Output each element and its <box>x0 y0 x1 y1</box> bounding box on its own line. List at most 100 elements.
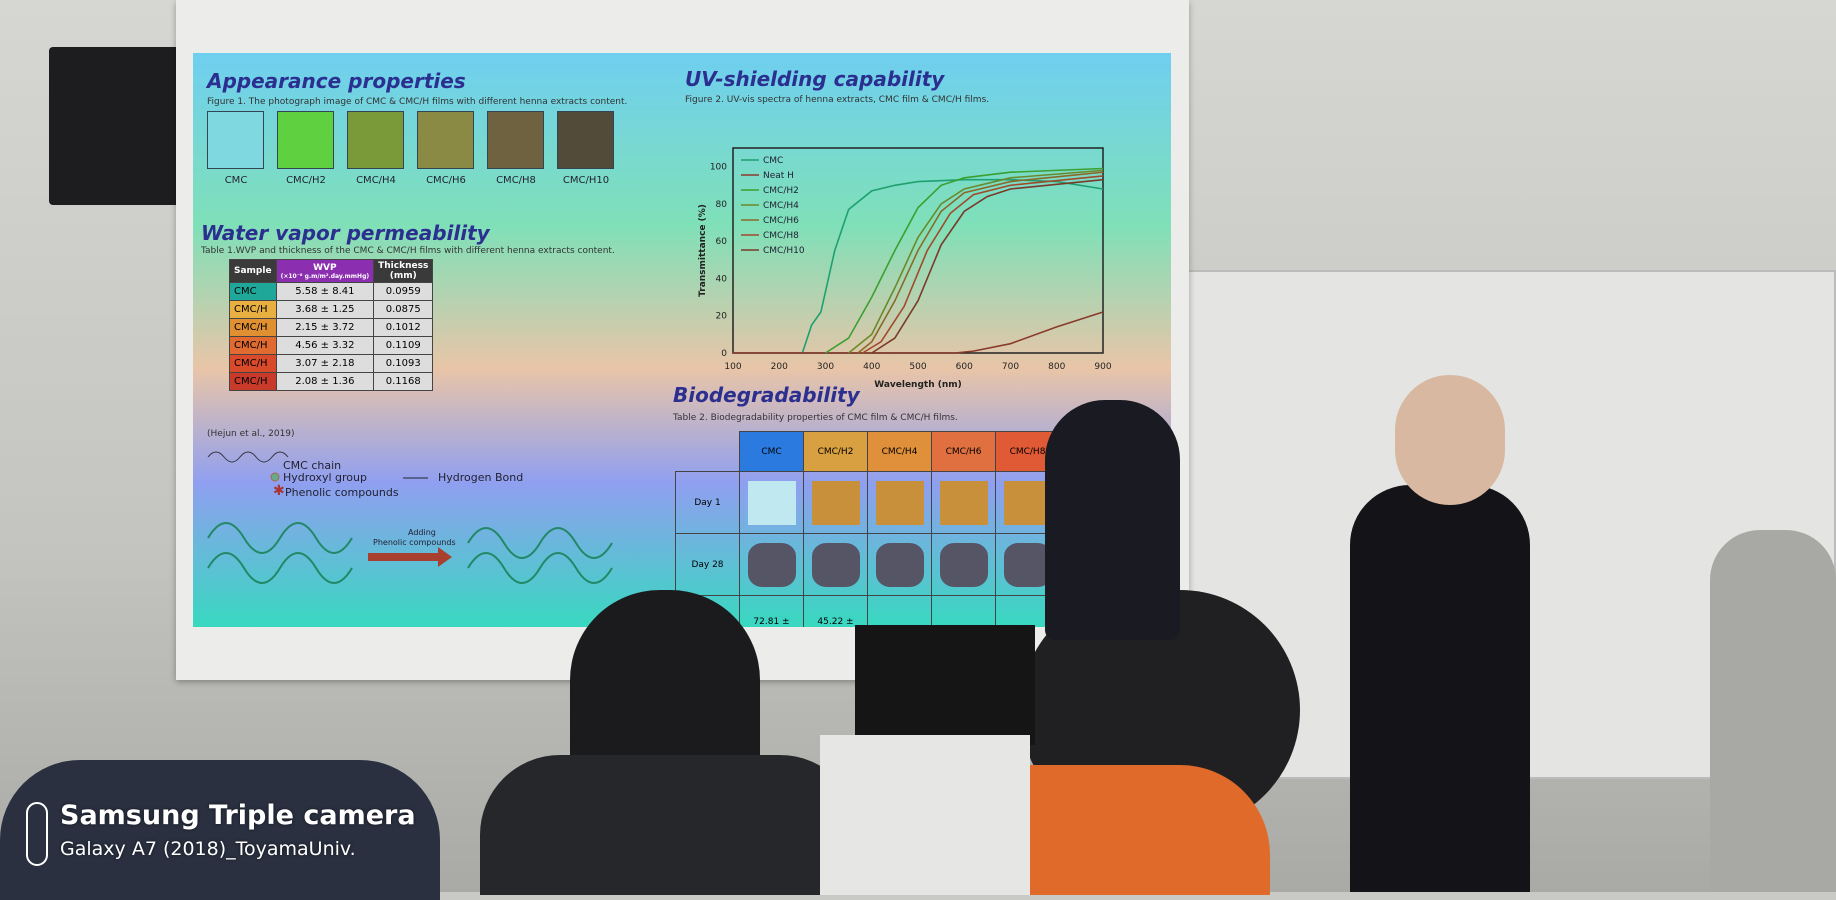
cell-thickness: 0.1093 <box>373 354 434 373</box>
film-label: CMC <box>224 175 248 186</box>
legend-entry: Neat H <box>763 171 794 181</box>
film-photo <box>875 542 924 587</box>
standing-student-head <box>1395 375 1505 505</box>
cell-sample: CMC/H <box>229 336 277 355</box>
presenter <box>1045 400 1180 640</box>
audience-body <box>0 760 440 900</box>
table-row: CMC/H 2.15 ± 3.72 0.1012 <box>229 318 434 337</box>
series-line-cmc-h8 <box>862 175 1104 354</box>
watermark-line2: Galaxy A7 (2018)_ToyamaUniv. <box>60 838 356 860</box>
film-photo-cell <box>803 471 868 534</box>
wvp-title: Water vapor permeability <box>201 221 490 245</box>
legend-entry: CMC/H2 <box>763 186 799 196</box>
mechanism-diagram: CMC chain Hydroxyl group Hydrogen Bond ✱… <box>207 451 613 584</box>
cell-sample: CMC/H <box>229 300 277 319</box>
cell-thickness: 0.0875 <box>373 300 434 319</box>
table-header-row: CMC CMC/H2 CMC/H4 CMC/H6 CMC/H8 <box>676 431 1060 472</box>
film-photo-cell <box>867 533 932 596</box>
legend-entry: CMC/H6 <box>763 216 799 226</box>
biodeg-caption: Table 2. Biodegradability properties of … <box>673 413 958 423</box>
row-label: Day 1 <box>675 471 740 534</box>
cell-wvp: 5.58 ± 8.41 <box>275 282 375 301</box>
series-line-cmc-h4 <box>848 169 1104 354</box>
cell-sample: CMC/H <box>229 354 277 373</box>
cell-thickness: 0.0959 <box>373 282 434 301</box>
cell-thickness: 0.1012 <box>373 318 434 337</box>
series-line-cmc-h2 <box>825 167 1104 354</box>
podium <box>820 735 1030 895</box>
film-swatch <box>277 111 334 169</box>
x-tick-label: 200 <box>771 362 788 372</box>
film-photo <box>1003 542 1052 587</box>
table-row: CMC/H 3.68 ± 1.25 0.0875 <box>229 300 434 319</box>
film-photo-cell <box>739 533 804 596</box>
cell-wvp: 2.15 ± 3.72 <box>275 318 375 337</box>
film-label: CMC/H2 <box>286 175 326 186</box>
chain-before <box>207 522 353 584</box>
standing-student <box>1350 485 1530 892</box>
cell-wvp: 3.68 ± 1.25 <box>275 300 375 319</box>
cell-sample: CMC/H <box>229 372 277 391</box>
y-tick-label: 0 <box>721 349 727 359</box>
y-axis-label: Transmittance (%) <box>698 204 708 297</box>
biodeg-title: Biodegradability <box>673 383 860 407</box>
film-swatch <box>417 111 474 169</box>
uv-title: UV-shielding capability <box>685 67 945 91</box>
cell-wvp: 4.56 ± 3.32 <box>275 336 375 355</box>
phenolic-icon: ✱ <box>273 483 285 499</box>
film-photo <box>939 542 988 587</box>
arrow-label-1: Adding <box>408 528 436 537</box>
series-line-neat-h <box>733 311 1104 354</box>
legend-entry: CMC <box>763 156 783 166</box>
film-photo <box>939 480 988 525</box>
x-tick-label: 400 <box>863 362 880 372</box>
film-photo-cell <box>739 471 804 534</box>
hydroxyl-icon <box>270 472 280 482</box>
appearance-title: Appearance properties <box>207 69 466 93</box>
laptop <box>855 625 1035 745</box>
film-photo <box>811 542 860 587</box>
film-photo-cell <box>931 471 996 534</box>
film-swatch <box>557 111 614 169</box>
wall-speaker <box>49 47 193 205</box>
watermark-line1: Samsung Triple camera <box>60 800 416 831</box>
col-header: CMC <box>739 431 804 472</box>
presentation-slide: Appearance properties Figure 1. The phot… <box>193 53 1171 627</box>
table-row: CMC 5.58 ± 8.41 0.0959 <box>229 282 434 301</box>
appearance-caption: Figure 1. The photograph image of CMC & … <box>207 97 628 107</box>
cell-thickness: 0.1109 <box>373 336 434 355</box>
film-photo-cell <box>867 471 932 534</box>
audience-body <box>480 755 860 895</box>
film-swatch <box>347 111 404 169</box>
table-row: Day 1 <box>675 471 1060 534</box>
arrow-label-2: Phenolic compounds <box>373 538 456 547</box>
y-tick-label: 40 <box>716 274 728 284</box>
film-label: CMC/H6 <box>426 175 466 186</box>
film-photo <box>747 542 796 587</box>
legend-phenolic: Phenolic compounds <box>285 486 399 499</box>
weight-loss-cell <box>931 595 996 627</box>
uv-caption: Figure 2. UV-vis spectra of henna extrac… <box>685 95 990 105</box>
legend-entry: CMC/H10 <box>763 246 805 256</box>
film-photo <box>811 480 860 525</box>
arrow-icon <box>368 547 452 567</box>
film-label: CMC/H8 <box>496 175 536 186</box>
wvp-table: Sample WVP (×10⁻⁸ g.m/m².day.mmHg) Thickn… <box>229 259 434 391</box>
x-tick-label: 600 <box>956 362 973 372</box>
chain-after <box>467 527 613 584</box>
wvp-caption: Table 1.WVP and thickness of the CMC & C… <box>201 246 615 256</box>
table-row: Day 28 <box>675 533 1060 596</box>
series-line-cmc-h10 <box>871 178 1104 354</box>
film-photo <box>875 480 924 525</box>
col-header: CMC/H2 <box>803 431 868 472</box>
table-row: CMC/H 3.07 ± 2.18 0.1093 <box>229 354 434 373</box>
col-sample: Sample <box>229 259 277 283</box>
weight-loss-cell <box>867 595 932 627</box>
cell-wvp: 3.07 ± 2.18 <box>275 354 375 373</box>
x-axis-label: Wavelength (nm) <box>874 380 962 390</box>
table-row: CMC/H 2.08 ± 1.36 0.1168 <box>229 372 434 391</box>
table-row: CMC/H 4.56 ± 3.32 0.1109 <box>229 336 434 355</box>
film-label: CMC/H4 <box>356 175 396 186</box>
biodeg-table: CMC CMC/H2 CMC/H4 CMC/H6 CMC/H8 Day 1 Day 28 72… <box>675 431 1060 627</box>
y-tick-label: 20 <box>716 312 728 322</box>
